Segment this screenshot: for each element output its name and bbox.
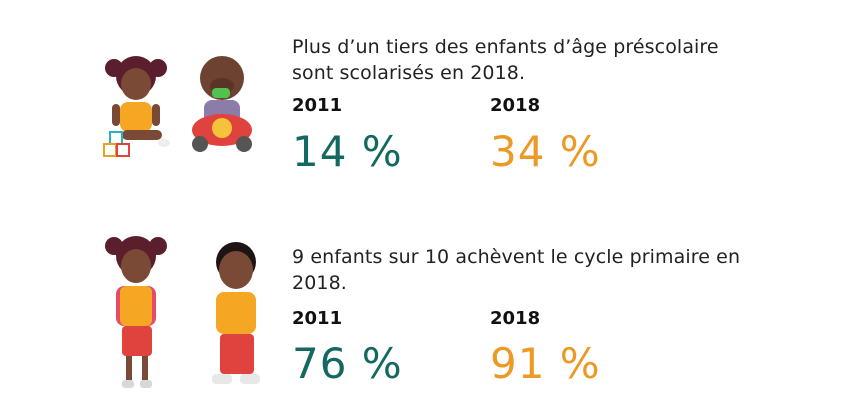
value-2018: 34 % (490, 127, 601, 176)
stat-section-primary: 9 enfants sur 10 achèvent le cycle prima… (0, 210, 867, 420)
value-2011: 76 % (292, 339, 403, 388)
schoolgirl (105, 236, 167, 388)
baby-on-toy-car (192, 56, 252, 152)
section-headline: 9 enfants sur 10 achèvent le cycle prima… (292, 246, 741, 294)
year-label-2018: 2018 (490, 95, 541, 116)
year-label-2018: 2018 (490, 308, 541, 329)
toddler-girl (103, 56, 170, 157)
year-label-2011: 2011 (292, 308, 343, 329)
section-headline: Plus d’un tiers des enfants d’âge présco… (292, 36, 719, 84)
stat-section-preschool: Plus d’un tiers des enfants d’âge présco… (103, 36, 719, 176)
value-2018: 91 % (490, 339, 601, 388)
schoolboy (212, 242, 260, 384)
schoolchildren-illustration (105, 236, 260, 388)
value-2011: 14 % (292, 127, 403, 176)
year-label-2011: 2011 (292, 95, 343, 116)
toddlers-illustration (103, 56, 252, 157)
